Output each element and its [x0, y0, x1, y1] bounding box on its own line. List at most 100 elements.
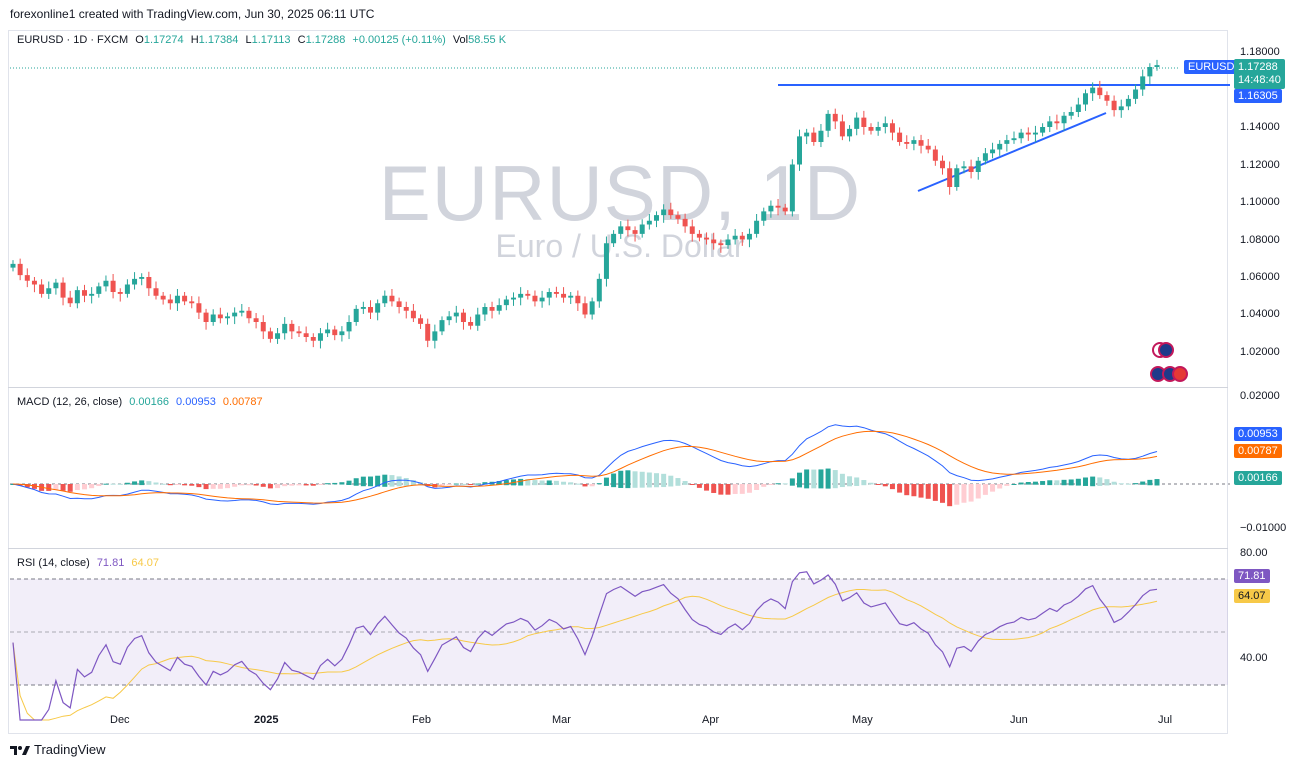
macd-histogram-bar — [117, 483, 123, 485]
candle-body — [940, 160, 945, 169]
candle-body — [10, 263, 16, 268]
macd-tick: 0.02000 — [1240, 390, 1280, 402]
candle-body — [1032, 132, 1038, 135]
candle-body — [496, 305, 502, 311]
macd-histogram-bar — [1068, 479, 1074, 486]
macd-histogram-bar — [96, 484, 102, 487]
candle-body — [525, 293, 531, 296]
macd-histogram-bar — [875, 484, 881, 485]
candle-body — [832, 113, 838, 122]
pane-separator-macd[interactable] — [8, 387, 1228, 388]
macd-histogram-bar — [618, 470, 624, 488]
candle-body — [203, 312, 209, 322]
macd-legend[interactable]: MACD (12, 26, close) 0.00166 0.00953 0.0… — [17, 396, 267, 408]
candle-body — [968, 166, 974, 172]
macd-histogram-bar — [282, 484, 288, 487]
macd-histogram-bar — [1047, 480, 1053, 486]
macd-histogram-bar — [225, 484, 230, 489]
candle-body — [825, 113, 831, 131]
candle-body — [925, 145, 931, 150]
rsi-value: 71.81 — [96, 557, 125, 569]
macd-histogram-bar — [789, 478, 795, 486]
level-price-tag[interactable]: 1.16305 — [1234, 89, 1282, 103]
macd-histogram-bar — [861, 480, 867, 486]
macd-histogram-bar — [239, 484, 245, 486]
candle-body — [1068, 112, 1074, 116]
rsi-title[interactable]: RSI (14, close) — [17, 557, 90, 569]
macd-histogram-bar — [1018, 482, 1024, 485]
candle-body — [425, 323, 431, 341]
macd-histogram-bar — [31, 484, 37, 489]
rsi-legend[interactable]: RSI (14, close) 71.81 64.07 — [17, 557, 163, 569]
macd-histogram-bar — [553, 480, 559, 485]
candle-body — [611, 233, 617, 244]
price-tick: 1.08000 — [1240, 234, 1280, 246]
candle-body — [904, 142, 910, 144]
candle-body — [789, 164, 795, 212]
candle-body — [260, 322, 266, 332]
symbol-name[interactable]: EURUSD · 1D · FXCM — [17, 34, 129, 46]
candle-body — [975, 160, 981, 172]
macd-histogram-bar — [761, 484, 767, 487]
candlesticks — [10, 59, 1160, 349]
macd-histogram-bar — [325, 483, 331, 485]
macd-histogram-bar — [868, 482, 874, 485]
candle-body — [854, 117, 860, 129]
macd-histogram-bar — [1104, 479, 1110, 486]
candle-body — [139, 277, 145, 279]
candle-body — [389, 295, 395, 302]
macd-histogram-bar — [132, 481, 138, 485]
macd-hist-value: 0.00166 — [129, 396, 169, 408]
macd-histogram — [10, 468, 1160, 507]
candle-body — [539, 297, 545, 302]
candle-body — [46, 288, 52, 294]
macd-histogram-bar — [661, 473, 667, 488]
candle-body — [1018, 132, 1024, 139]
tradingview-logo-icon — [10, 745, 30, 755]
pane-separator-rsi[interactable] — [8, 548, 1228, 549]
macd-histogram-bar — [103, 483, 109, 485]
volume-label: Vol — [452, 34, 469, 46]
candle-body — [1011, 138, 1017, 141]
tradingview-logo[interactable]: TradingView — [10, 742, 106, 757]
candle-body — [768, 205, 774, 212]
macd-histogram-bar — [346, 480, 352, 486]
symbol-legend[interactable]: EURUSD · 1D · FXCM O1.17274 H1.17384 L1.… — [17, 34, 510, 46]
macd-histogram-bar — [654, 473, 659, 488]
macd-histogram-bar — [46, 484, 52, 491]
candle-body — [718, 243, 724, 246]
candle-body — [31, 280, 37, 285]
macd-histogram-bar — [446, 484, 452, 485]
last-price-tag[interactable]: 1.17288 14:48:40 — [1234, 59, 1285, 89]
macd-histogram-bar — [603, 477, 609, 486]
candle-body — [67, 297, 73, 304]
macd-histogram-bar — [503, 480, 509, 486]
symbol-price-tag[interactable]: EURUSD — [1184, 60, 1239, 74]
macd-histogram-bar — [1111, 481, 1117, 485]
candle-body — [775, 205, 781, 208]
symbol-watermark: EURUSD, 1D — [378, 149, 862, 237]
macd-histogram-bar — [396, 476, 402, 487]
macd-histogram-bar — [1032, 481, 1038, 485]
time-label: Jul — [1158, 714, 1173, 726]
candle-body — [217, 314, 223, 319]
candle-body — [661, 209, 667, 216]
candle-body — [1154, 65, 1160, 67]
macd-histogram-bar — [889, 484, 895, 490]
candle-body — [246, 310, 252, 319]
macd-histogram-bar — [947, 484, 953, 507]
candle-body — [267, 331, 273, 339]
macd-histogram-bar — [646, 472, 652, 488]
macd-histogram-bar — [818, 469, 824, 489]
candle-body — [897, 132, 903, 142]
macd-histogram-bar — [711, 484, 717, 493]
macd-title[interactable]: MACD (12, 26, close) — [17, 396, 123, 408]
candle-body — [503, 299, 509, 306]
candle-body — [460, 312, 466, 322]
candle-body — [804, 132, 810, 137]
rsi-tick: 80.00 — [1240, 547, 1268, 559]
candle-body — [704, 237, 710, 240]
macd-histogram-bar — [568, 482, 574, 485]
candle-body — [1118, 106, 1124, 111]
